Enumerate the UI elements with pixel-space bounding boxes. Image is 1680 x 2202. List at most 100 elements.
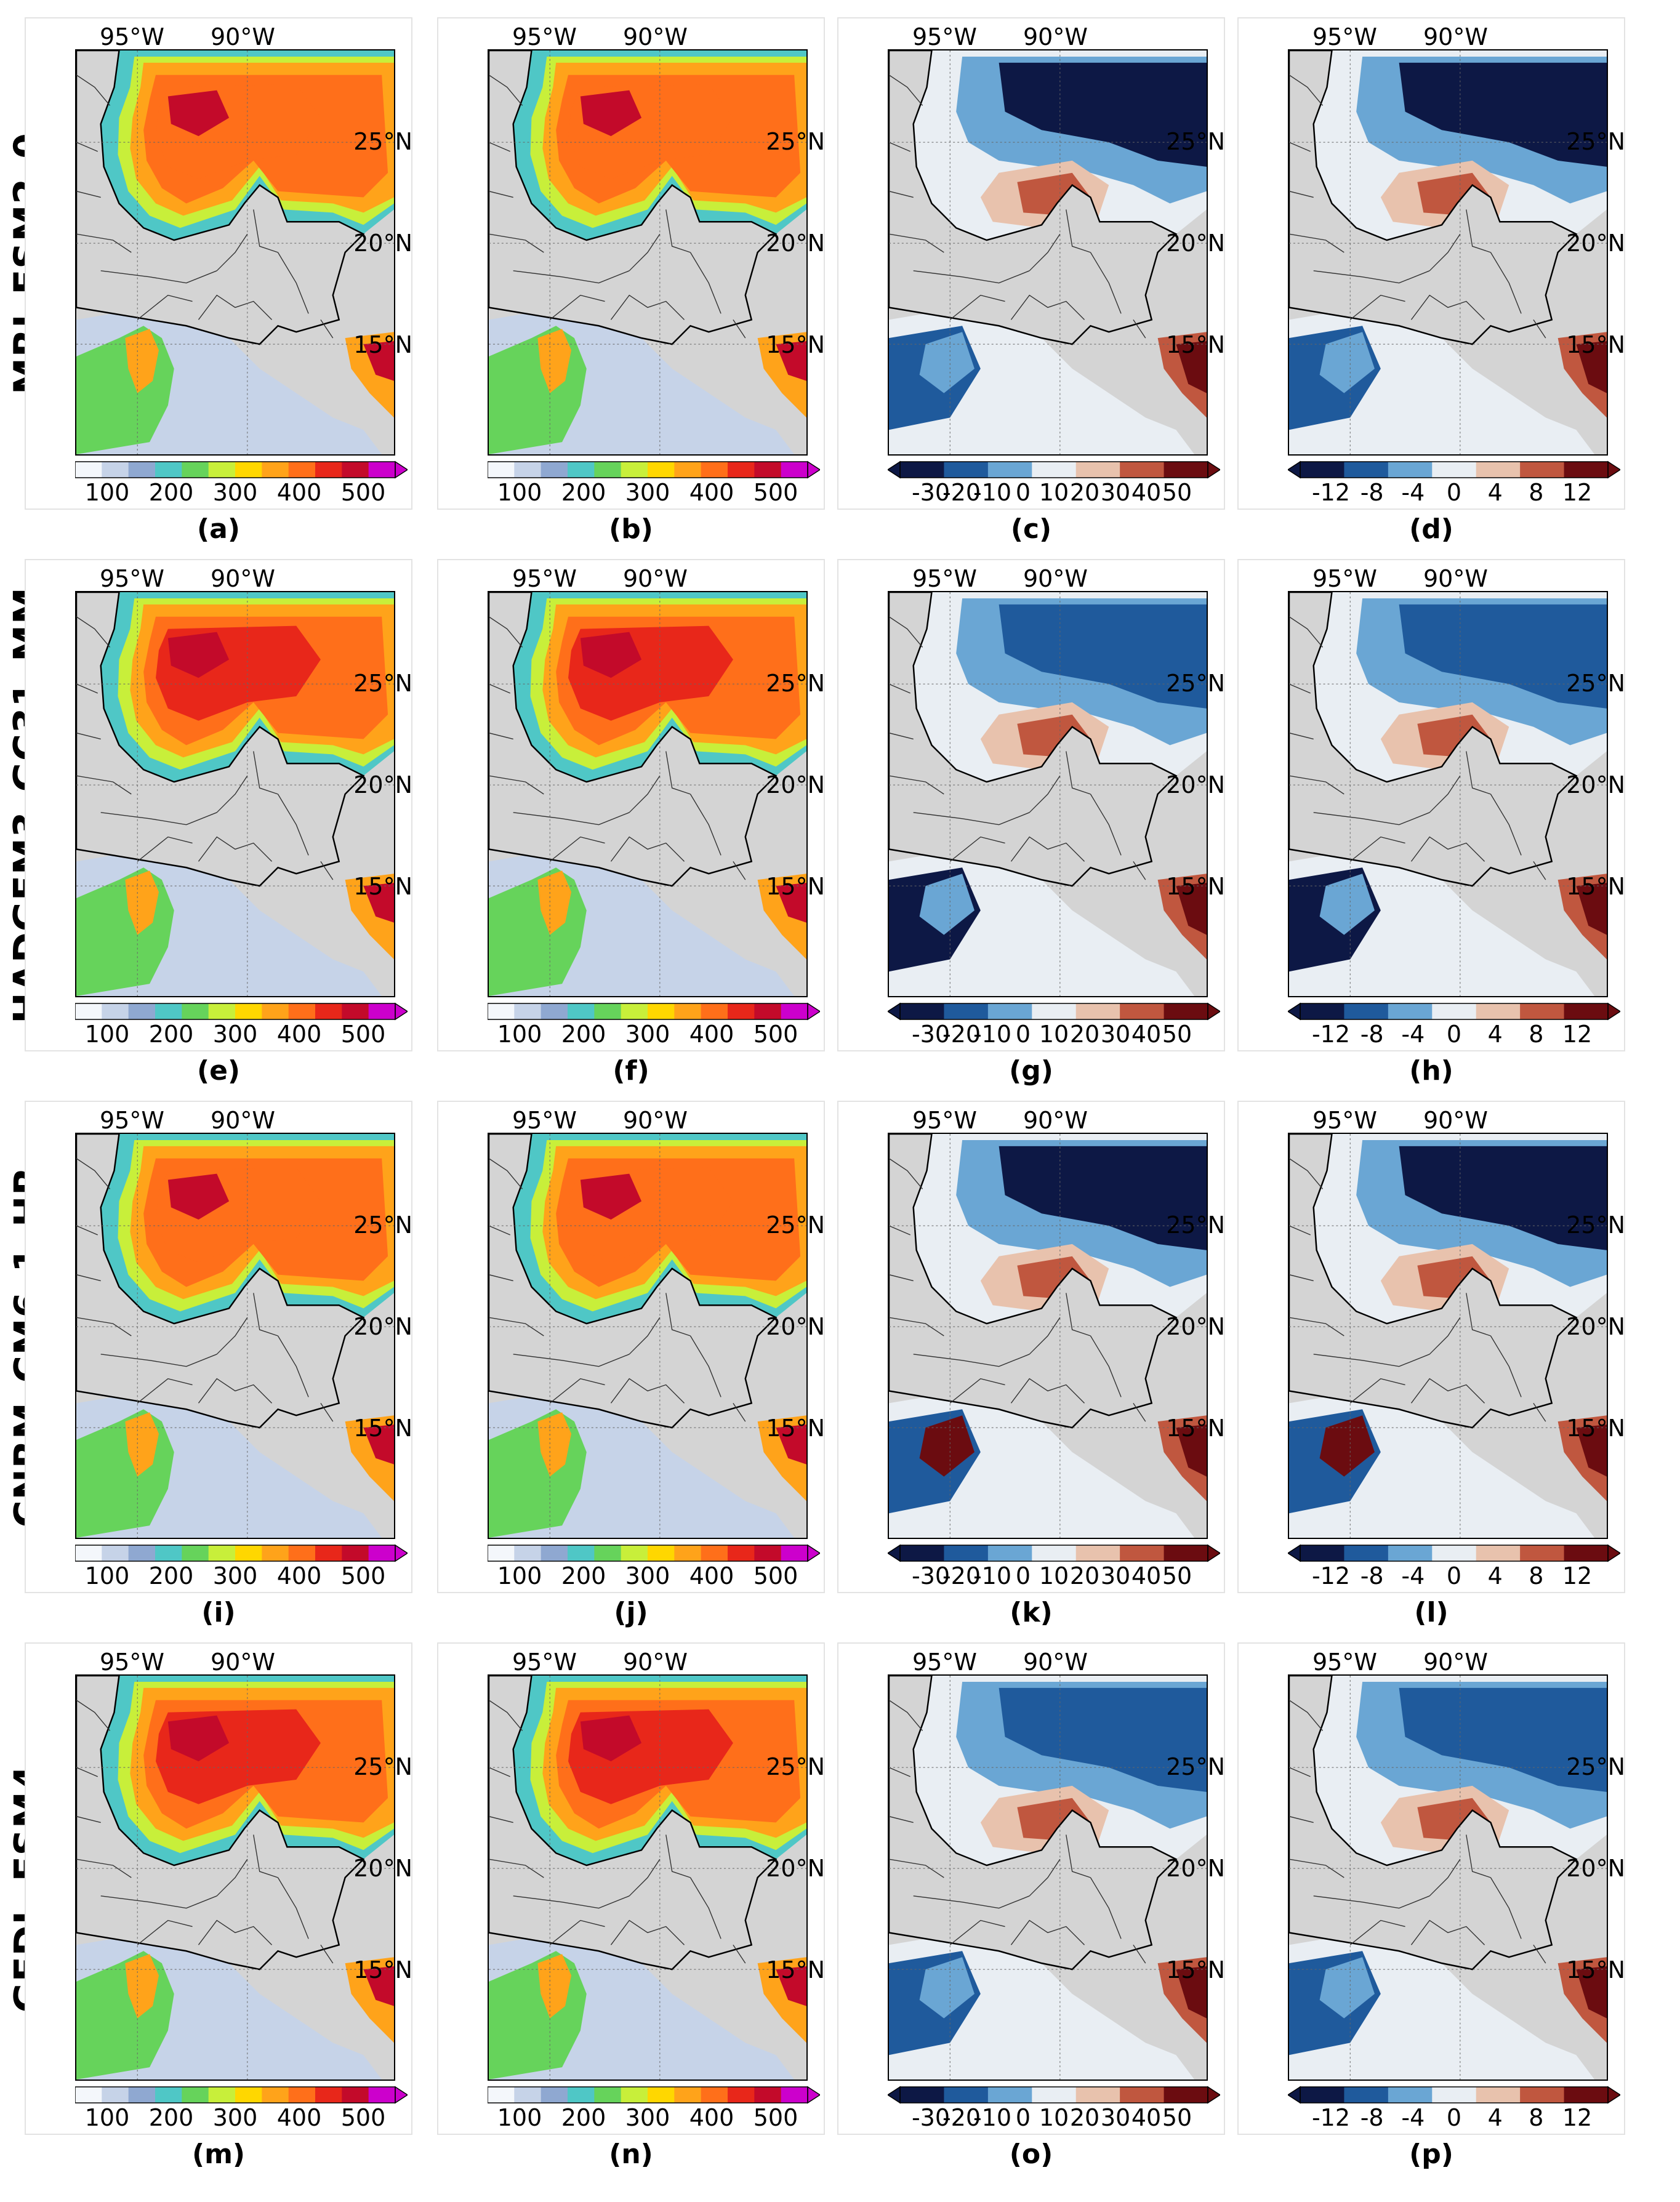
admin-border bbox=[1289, 732, 1314, 740]
colorbar-tick-label: 50 bbox=[1162, 1562, 1192, 1589]
field-contour bbox=[919, 874, 975, 935]
colorbar-segment bbox=[208, 2087, 236, 2103]
field-contour bbox=[580, 1715, 642, 1762]
latitude-label: 25°N bbox=[353, 670, 412, 697]
colorbar-segment bbox=[1120, 1545, 1165, 1561]
colorbar-segment bbox=[235, 1003, 262, 1019]
admin-border bbox=[1466, 209, 1491, 253]
land-mask bbox=[1289, 592, 1578, 887]
admin-border bbox=[913, 1895, 1030, 1909]
admin-border bbox=[277, 1877, 309, 1939]
colorbar-segment bbox=[1344, 2087, 1389, 2103]
field-contour bbox=[1176, 341, 1207, 393]
admin-border bbox=[1289, 1274, 1314, 1282]
field-contour bbox=[919, 1415, 975, 1477]
longitude-label: 90°W bbox=[211, 1107, 275, 1134]
longitude-label: 95°W bbox=[1312, 565, 1377, 592]
admin-border bbox=[76, 1815, 101, 1823]
colorbar-segment bbox=[315, 1003, 342, 1019]
colorbar-tick-label: 4 bbox=[1487, 479, 1503, 506]
admin-border bbox=[1029, 775, 1061, 813]
map-svg bbox=[889, 1676, 1207, 2079]
admin-border bbox=[216, 233, 248, 271]
map-svg bbox=[76, 592, 394, 996]
admin-border bbox=[1090, 1335, 1122, 1397]
admin-border bbox=[1466, 1834, 1491, 1878]
admin-border bbox=[253, 1293, 278, 1336]
admin-border bbox=[320, 1402, 334, 1422]
colorbar-tick-label: 4 bbox=[1487, 2104, 1503, 2131]
colorbar-tick-label: 100 bbox=[497, 1562, 542, 1589]
colorbar-tick-label: 12 bbox=[1562, 479, 1593, 506]
colorbar-segment bbox=[1476, 462, 1521, 478]
map-panel: 95°W 90°W 25°N 20°N 15°N -12 -8 -4 0 4 8 12 bbox=[1237, 17, 1625, 510]
latitude-label: 25°N bbox=[1166, 670, 1225, 697]
latitude-label: 15°N bbox=[1566, 1415, 1625, 1442]
admin-border bbox=[1029, 1317, 1061, 1355]
longitude-label: 95°W bbox=[100, 565, 164, 592]
colorbar-segment bbox=[368, 2087, 396, 2103]
colorbar-segment bbox=[1032, 1545, 1077, 1561]
field-contour bbox=[999, 1146, 1207, 1250]
colorbar-segment bbox=[488, 1003, 515, 1019]
admin-border bbox=[1289, 683, 1311, 694]
colorbar-tick-label: 0 bbox=[1015, 1562, 1031, 1589]
field-contour bbox=[776, 1966, 806, 2006]
admin-border bbox=[1466, 751, 1491, 795]
colorbar-tick-label: 500 bbox=[340, 1021, 386, 1048]
admin-border bbox=[1289, 1815, 1314, 1823]
land-mask bbox=[1289, 1134, 1578, 1429]
admin-border bbox=[1010, 836, 1085, 862]
admin-border bbox=[198, 1919, 273, 1945]
panel-letter: (o) bbox=[1009, 2139, 1053, 2170]
latitude-label: 25°N bbox=[766, 1753, 825, 1780]
field-contour bbox=[1576, 1966, 1607, 2019]
field-contour bbox=[363, 341, 394, 381]
colorbar-tick-label: 30 bbox=[1100, 2104, 1131, 2131]
latitude-label: 20°N bbox=[1566, 1855, 1625, 1882]
map-area bbox=[1288, 591, 1608, 997]
colorbar-extend-max bbox=[395, 1002, 408, 1021]
admin-border bbox=[76, 1767, 98, 1777]
admin-border bbox=[1090, 1877, 1122, 1939]
admin-border bbox=[610, 1378, 685, 1404]
colorbar-segment bbox=[568, 2087, 595, 2103]
latitude-label: 25°N bbox=[1566, 1753, 1625, 1780]
colorbar-segment bbox=[1075, 2087, 1120, 2103]
colorbar-segment bbox=[987, 1545, 1032, 1561]
colorbar-segment bbox=[541, 1545, 568, 1561]
colorbar-tick-label: 400 bbox=[689, 1562, 734, 1589]
colorbar-tick-label: 8 bbox=[1529, 479, 1544, 506]
admin-border bbox=[216, 1317, 248, 1355]
colorbar bbox=[1288, 1002, 1620, 1021]
latitude-label: 20°N bbox=[1566, 1313, 1625, 1340]
admin-border bbox=[1010, 1378, 1085, 1404]
colorbar-segment bbox=[754, 1003, 782, 1019]
colorbar-tick-label: 300 bbox=[625, 1562, 670, 1589]
colorbar-segment bbox=[1388, 1545, 1433, 1561]
colorbar-wrap bbox=[75, 460, 408, 479]
admin-border bbox=[76, 233, 132, 253]
colorbar-segment bbox=[208, 462, 236, 478]
colorbar-segment bbox=[235, 462, 262, 478]
colorbar-tick-label: 400 bbox=[689, 479, 734, 506]
field-contour bbox=[1399, 604, 1607, 709]
colorbar-tick-label: -10 bbox=[973, 2104, 1012, 2131]
longitude-label: 90°W bbox=[211, 23, 275, 50]
colorbar-segment bbox=[701, 1003, 728, 1019]
colorbar-segment bbox=[987, 462, 1032, 478]
colorbar-tick-label: 40 bbox=[1131, 1021, 1162, 1048]
colorbar-ticks: -30 -20 -10 0 10 20 30 40 50 bbox=[888, 2104, 1220, 2131]
colorbar-tick-label: -20 bbox=[942, 1021, 981, 1048]
colorbar-segment bbox=[155, 1003, 182, 1019]
colorbar-segment bbox=[728, 1003, 755, 1019]
colorbar-tick-label: 30 bbox=[1100, 1562, 1131, 1589]
admin-border bbox=[549, 836, 605, 862]
field-contour bbox=[363, 883, 394, 923]
colorbar-extend-max bbox=[1207, 460, 1220, 479]
admin-border bbox=[889, 683, 911, 694]
colorbar-segment bbox=[102, 2087, 129, 2103]
colorbar-tick-label: -10 bbox=[973, 1021, 1012, 1048]
colorbar-segment bbox=[781, 2087, 808, 2103]
colorbar-segment bbox=[1344, 1545, 1389, 1561]
